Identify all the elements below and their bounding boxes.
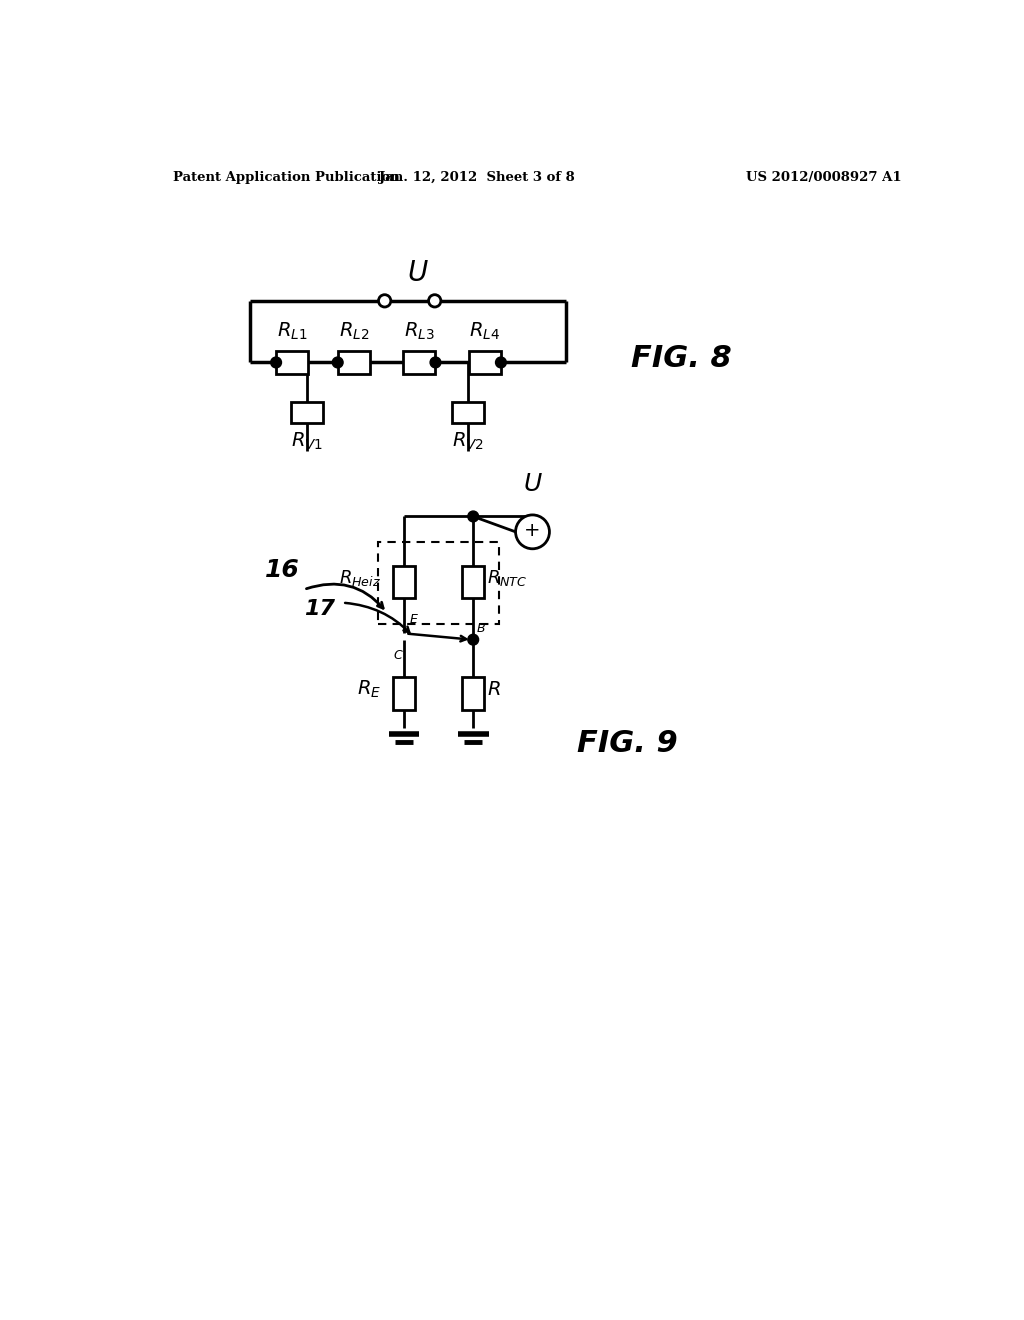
Bar [291, 401, 323, 424]
Text: FIG. 8: FIG. 8 [631, 345, 732, 374]
Bar [276, 351, 308, 374]
Circle shape [468, 635, 478, 645]
Text: U: U [523, 471, 542, 496]
Circle shape [430, 358, 441, 368]
Text: $R_{NTC}$: $R_{NTC}$ [487, 568, 527, 587]
Circle shape [496, 358, 506, 368]
Text: $R_E$: $R_E$ [356, 678, 381, 701]
Text: $R$: $R$ [487, 680, 501, 700]
Bar [463, 566, 484, 598]
Bar [393, 566, 415, 598]
Text: $R_{L2}$: $R_{L2}$ [339, 321, 369, 342]
Text: Jan. 12, 2012  Sheet 3 of 8: Jan. 12, 2012 Sheet 3 of 8 [379, 172, 574, 185]
Bar [393, 677, 415, 710]
Circle shape [379, 294, 391, 308]
Text: B: B [477, 622, 485, 635]
Bar [463, 677, 484, 710]
Circle shape [468, 511, 478, 521]
Text: $R_{L3}$: $R_{L3}$ [403, 321, 434, 342]
Circle shape [333, 358, 343, 368]
Text: Patent Application Publication: Patent Application Publication [173, 172, 399, 185]
Circle shape [270, 358, 282, 368]
Text: U: U [408, 259, 427, 286]
Bar [469, 351, 501, 374]
Text: +: + [524, 521, 541, 540]
Bar [378, 541, 500, 624]
Text: $R_{Heiz}$: $R_{Heiz}$ [339, 568, 381, 587]
Text: C: C [393, 649, 402, 661]
Text: 17: 17 [304, 599, 335, 619]
Text: US 2012/0008927 A1: US 2012/0008927 A1 [745, 172, 901, 185]
Text: $R_{L1}$: $R_{L1}$ [278, 321, 307, 342]
Text: $R_{V2}$: $R_{V2}$ [453, 432, 484, 453]
Text: $R_{L4}$: $R_{L4}$ [469, 321, 501, 342]
Text: 16: 16 [265, 558, 300, 582]
Text: FIG. 9: FIG. 9 [578, 729, 678, 758]
Circle shape [429, 294, 441, 308]
Bar [338, 351, 370, 374]
Bar [403, 351, 435, 374]
Circle shape [515, 515, 550, 549]
Bar [452, 401, 484, 424]
Text: E: E [410, 612, 418, 626]
Text: $R_{V1}$: $R_{V1}$ [291, 432, 323, 453]
